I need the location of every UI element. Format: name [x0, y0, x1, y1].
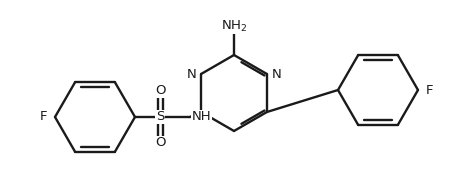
Text: F: F — [426, 83, 434, 97]
Text: N: N — [272, 67, 282, 81]
Text: O: O — [155, 136, 165, 150]
Text: S: S — [156, 111, 164, 123]
Text: NH$_2$: NH$_2$ — [221, 19, 247, 34]
Text: NH: NH — [192, 111, 212, 123]
Text: N: N — [186, 67, 196, 81]
Text: O: O — [155, 84, 165, 98]
Text: F: F — [39, 111, 47, 123]
